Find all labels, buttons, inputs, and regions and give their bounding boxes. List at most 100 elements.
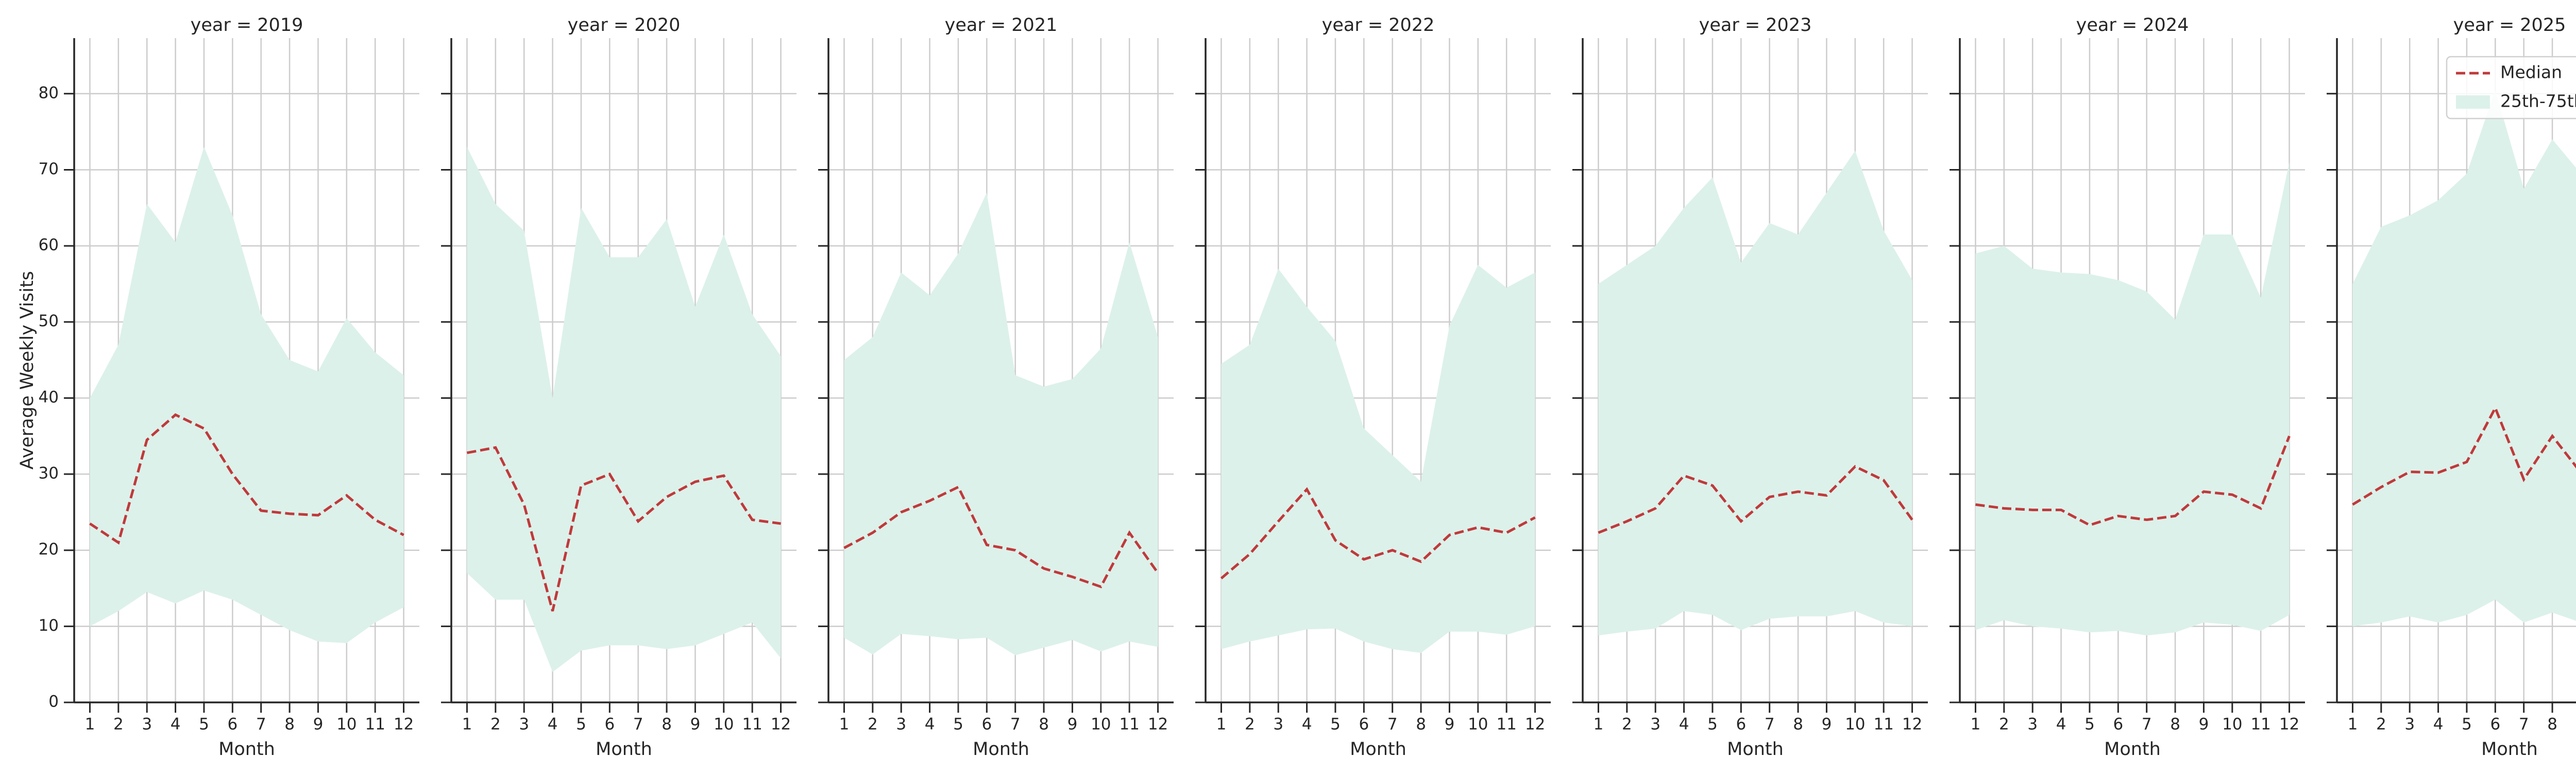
x-tick-label: 8 — [1793, 715, 1803, 734]
x-tick-label: 4 — [548, 715, 558, 734]
x-tick-label: 9 — [1067, 715, 1078, 734]
y-tick-label: 30 — [39, 464, 59, 483]
x-tick-label: 7 — [633, 715, 643, 734]
x-tick-label: 5 — [2462, 715, 2472, 734]
x-axis-label: Month — [1727, 739, 1784, 760]
x-tick-label: 12 — [394, 715, 414, 734]
y-tick-label: 70 — [39, 160, 59, 178]
percentile-band — [90, 147, 404, 643]
x-tick-label: 8 — [2547, 715, 2557, 734]
x-tick-label: 9 — [313, 715, 324, 734]
x-tick-label: 2 — [868, 715, 878, 734]
x-axis-label: Month — [2104, 739, 2161, 760]
median-line — [89, 413, 404, 545]
x-tick-label: 11 — [1873, 715, 1893, 734]
x-tick-label: 6 — [2113, 715, 2123, 734]
x-tick-label: 9 — [1822, 715, 1832, 734]
percentile-band — [2352, 90, 2576, 627]
x-tick-label: 10 — [1845, 715, 1865, 734]
x-tick-label: 12 — [2279, 715, 2299, 734]
x-tick-label: 3 — [142, 715, 152, 734]
x-tick-label: 5 — [576, 715, 586, 734]
x-tick-label: 8 — [284, 715, 295, 734]
x-tick-label: 11 — [742, 715, 762, 734]
x-tick-label: 10 — [1091, 715, 1111, 734]
x-tick-label: 12 — [1148, 715, 1168, 734]
x-tick-label: 3 — [2027, 715, 2038, 734]
x-tick-label: 5 — [2084, 715, 2095, 734]
y-tick-label: 20 — [39, 540, 59, 559]
x-tick-label: 6 — [1359, 715, 1369, 734]
y-tick-label: 60 — [39, 236, 59, 255]
x-tick-label: 5 — [953, 715, 963, 734]
x-tick-label: 2 — [1622, 715, 1632, 734]
x-tick-label: 9 — [690, 715, 701, 734]
y-tick-label: 80 — [39, 83, 59, 102]
panel-title: year = 2021 — [945, 15, 1058, 36]
x-tick-label: 3 — [896, 715, 906, 734]
x-tick-label: 2 — [1245, 715, 1255, 734]
x-tick-label: 3 — [1650, 715, 1660, 734]
median-line — [466, 446, 781, 612]
x-tick-label: 11 — [1119, 715, 1139, 734]
x-tick-label: 9 — [2199, 715, 2209, 734]
x-tick-label: 2 — [113, 715, 124, 734]
x-tick-label: 5 — [1330, 715, 1341, 734]
x-tick-label: 8 — [662, 715, 672, 734]
median-line — [2352, 405, 2576, 506]
x-axis-label: Month — [2481, 739, 2538, 760]
x-tick-label: 1 — [85, 715, 95, 734]
x-tick-label: 12 — [1525, 715, 1545, 734]
x-tick-label: 11 — [2250, 715, 2270, 734]
x-tick-label: 6 — [604, 715, 615, 734]
x-tick-label: 4 — [1679, 715, 1689, 734]
percentile-band — [1598, 150, 1912, 636]
x-tick-label: 6 — [227, 715, 238, 734]
legend-swatch — [2456, 95, 2490, 109]
y-tick-label: 10 — [39, 616, 59, 635]
x-axis-label: Month — [1350, 739, 1406, 760]
x-tick-label: 1 — [1594, 715, 1604, 734]
x-tick-label: 6 — [2490, 715, 2500, 734]
x-tick-label: 4 — [1302, 715, 1312, 734]
panel-title: year = 2023 — [1699, 15, 1812, 36]
x-tick-label: 3 — [1273, 715, 1283, 734]
y-tick-label: 50 — [39, 312, 59, 330]
x-tick-label: 7 — [1387, 715, 1398, 734]
x-tick-label: 8 — [2170, 715, 2180, 734]
x-tick-label: 4 — [925, 715, 935, 734]
x-tick-label: 4 — [2056, 715, 2066, 734]
x-tick-label: 5 — [199, 715, 209, 734]
x-tick-label: 3 — [519, 715, 529, 734]
x-tick-label: 10 — [336, 715, 357, 734]
x-tick-label: 12 — [1902, 715, 1922, 734]
legend-label: 25th-75th Percentile — [2500, 91, 2576, 111]
x-tick-label: 12 — [771, 715, 791, 734]
x-tick-label: 8 — [1416, 715, 1426, 734]
x-tick-label: 3 — [2404, 715, 2415, 734]
panel-title: year = 2022 — [1322, 15, 1435, 36]
x-tick-label: 1 — [1216, 715, 1227, 734]
x-tick-label: 7 — [1010, 715, 1021, 734]
median-line — [843, 485, 1159, 589]
panel-title: year = 2024 — [2076, 15, 2189, 36]
x-tick-label: 8 — [1039, 715, 1049, 734]
panel-title: year = 2019 — [191, 15, 303, 36]
y-tick-label: 0 — [48, 693, 59, 711]
x-tick-label: 10 — [2222, 715, 2242, 734]
x-tick-label: 7 — [256, 715, 266, 734]
percentile-band — [1221, 265, 1535, 653]
percentile-band — [844, 192, 1158, 656]
x-tick-label: 2 — [2376, 715, 2386, 734]
x-tick-label: 1 — [839, 715, 850, 734]
x-tick-label: 7 — [2142, 715, 2152, 734]
median-line — [1598, 465, 1913, 534]
x-tick-label: 1 — [2348, 715, 2358, 734]
